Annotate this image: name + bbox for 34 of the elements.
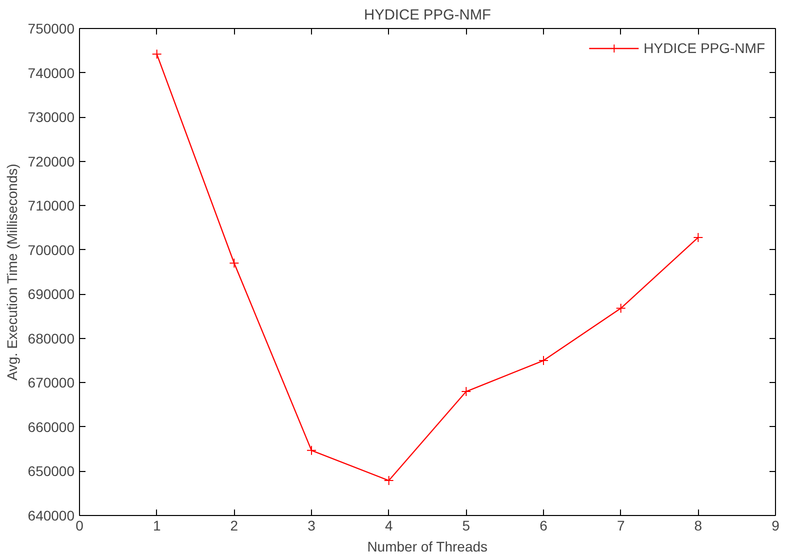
y-tick-label: 670000	[28, 374, 75, 391]
point	[229, 258, 240, 268]
y-tick-label: 750000	[28, 20, 75, 36]
y-tick-label: 740000	[28, 64, 75, 81]
x-tick-label: 0	[76, 518, 84, 534]
point	[152, 49, 162, 60]
point	[616, 303, 626, 314]
x-tick-label: 6	[540, 518, 548, 534]
x-axis-title: Number of Threads	[367, 538, 488, 554]
x-tick-label: 5	[462, 518, 470, 534]
legend-label: HYDICE PPG-NMF	[644, 40, 765, 56]
y-tick-label: 710000	[28, 198, 75, 214]
y-tick-label: 660000	[28, 418, 75, 435]
y-tick-label: 730000	[28, 109, 75, 126]
y-tick-label: 640000	[28, 508, 75, 524]
x-tick-label: 8	[694, 518, 702, 534]
y-tick-label: 690000	[28, 286, 75, 302]
y-axis-title: Avg. Execution Time (Milliseconds)	[4, 164, 20, 381]
x-tick-label: 2	[230, 518, 238, 534]
y-tick-label: 720000	[28, 153, 75, 170]
point	[306, 445, 316, 456]
x-tick-label: 1	[152, 518, 161, 534]
x-tick-label: 3	[308, 518, 316, 534]
point	[693, 232, 704, 242]
y-tick-label: 680000	[28, 330, 75, 346]
y-tick-label: 650000	[28, 463, 75, 480]
point	[461, 386, 472, 397]
y-tick-label: 700000	[28, 242, 75, 258]
point	[538, 356, 548, 366]
x-tick-label: 7	[616, 518, 625, 534]
chart-title: HYDICE PPG-NMF	[364, 8, 492, 24]
x-tick-label: 9	[772, 518, 780, 534]
point	[384, 476, 394, 486]
x-tick-label: 4	[384, 518, 393, 534]
